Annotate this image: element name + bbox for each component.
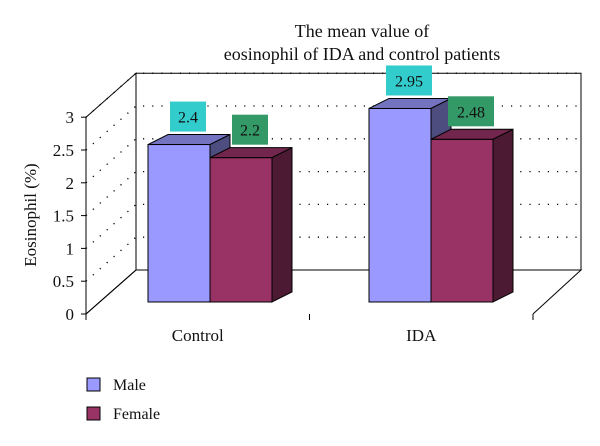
- y-axis: 0 0.5 1 1.5 2 2.5 3: [53, 108, 534, 324]
- bar-front: [147, 144, 211, 303]
- data-label-text: 2.2: [240, 123, 260, 140]
- legend-item-female: Female: [86, 406, 160, 423]
- bars: [147, 97, 514, 303]
- y-tick-label: 2: [66, 174, 75, 193]
- y-axis-title: Eosinophil (%): [21, 163, 40, 266]
- category-label: Control: [172, 326, 224, 345]
- bar-side: [492, 128, 514, 303]
- data-label: 2.2: [232, 114, 268, 145]
- legend-swatch: [86, 377, 101, 392]
- floor: [85, 269, 583, 315]
- data-label-text: 2.4: [178, 110, 198, 127]
- bar-ida-female: [430, 128, 514, 303]
- data-label-box: [232, 114, 268, 145]
- bar-front: [430, 138, 494, 303]
- data-label-box: [448, 96, 494, 127]
- bar-front: [368, 107, 432, 303]
- legend-swatch: [86, 406, 101, 421]
- y-tick-label: 1.5: [53, 207, 74, 226]
- chart-title-line-2: eosinophil of IDA and control patients: [224, 44, 500, 64]
- y-tick-label: 2.5: [53, 141, 74, 160]
- chart-title-line-1: The mean value of: [295, 21, 429, 41]
- bar-side: [271, 146, 293, 303]
- category-labels: Control IDA: [172, 326, 437, 345]
- side-wall: [85, 72, 137, 316]
- data-label: 2.4: [170, 101, 206, 132]
- bar-control-female: [209, 146, 293, 303]
- data-label: 2.48: [448, 96, 494, 127]
- legend: Male Female: [86, 377, 160, 423]
- y-tick-label: 1: [66, 239, 75, 258]
- gridline: [85, 72, 581, 118]
- y-tick-label: 0.5: [53, 272, 74, 291]
- legend-label: Female: [113, 406, 160, 423]
- data-label-text: 2.95: [395, 73, 423, 90]
- data-label-box: [170, 101, 206, 132]
- y-tick-label: 0: [66, 305, 75, 324]
- legend-item-male: Male: [86, 377, 146, 394]
- category-label: IDA: [406, 326, 437, 345]
- bar-front: [209, 157, 273, 303]
- data-labels: 2.4 2.2 2.95 2.48: [170, 65, 494, 145]
- legend-label: Male: [113, 377, 146, 394]
- data-label-text: 2.48: [457, 104, 485, 121]
- data-label: 2.95: [386, 65, 432, 96]
- data-label-box: [386, 65, 432, 96]
- y-tick-label: 3: [66, 108, 75, 127]
